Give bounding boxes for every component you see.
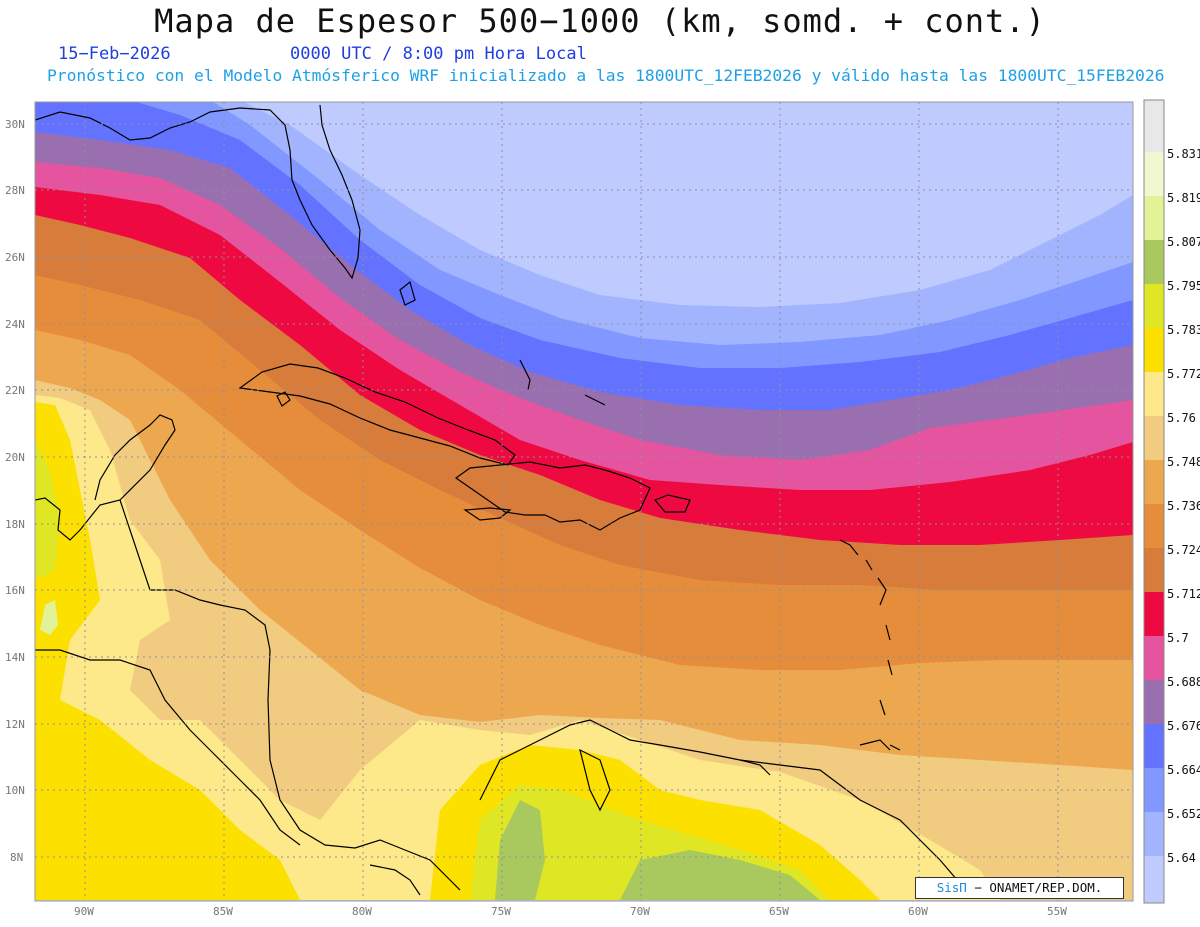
lon-label: 60W — [908, 905, 928, 918]
colorbar-label: 5.736 — [1167, 499, 1200, 513]
forecast-description: Pronóstico con el Modelo Atmósferico WRF… — [47, 66, 1165, 85]
colorbar-label: 5.748 — [1167, 455, 1200, 469]
colorbar-swatch — [1144, 592, 1164, 636]
valid-time: 0000 UTC / 8:00 pm Hora Local — [290, 44, 587, 64]
colorbar: 5.64 5.652 5.664 5.676 5.688 5.7 5.712 5… — [1143, 99, 1200, 904]
band-5-807-b — [620, 850, 820, 900]
colorbar-frame — [1143, 99, 1165, 904]
colorbar-swatch — [1144, 812, 1164, 856]
lat-label: 28N — [5, 184, 25, 197]
valid-date: 15−Feb−2026 — [58, 44, 171, 64]
band-5-819 — [40, 600, 58, 635]
colorbar-label: 5.664 — [1167, 763, 1200, 777]
lat-label: 8N — [10, 851, 23, 864]
colorbar-swatch — [1144, 416, 1164, 460]
colorbar-swatch — [1144, 372, 1164, 416]
credit-brand: SisΠ — [936, 880, 967, 895]
colorbar-swatch — [1144, 100, 1164, 152]
lon-label: 80W — [352, 905, 372, 918]
credit-text: − ONAMET/REP.DOM. — [974, 880, 1103, 895]
lon-label: 90W — [74, 905, 94, 918]
colorbar-swatch — [1144, 504, 1164, 548]
colorbar-label: 5.652 — [1167, 807, 1200, 821]
colorbar-label: 5.724 — [1167, 543, 1200, 557]
lat-label: 16N — [5, 584, 25, 597]
colorbar-swatch — [1144, 152, 1164, 196]
colorbar-swatch — [1144, 460, 1164, 504]
lat-label: 20N — [5, 451, 25, 464]
colorbar-swatch — [1144, 284, 1164, 328]
lon-label: 70W — [630, 905, 650, 918]
latitude-labels: 30N 28N 26N 24N 22N 20N 18N 16N 14N 12N … — [5, 118, 25, 864]
colorbar-label: 5.712 — [1167, 587, 1200, 601]
colorbar-swatch — [1144, 636, 1164, 680]
colorbar-swatch — [1144, 768, 1164, 812]
lat-label: 26N — [5, 251, 25, 264]
lat-lon-grid — [35, 102, 1133, 901]
colorbar-label: 5.783 — [1167, 323, 1200, 337]
lat-label: 18N — [5, 518, 25, 531]
longitude-labels: 90W 85W 80W 75W 70W 65W 60W 55W — [74, 905, 1067, 918]
lat-label: 10N — [5, 784, 25, 797]
lon-label: 85W — [213, 905, 233, 918]
lon-label: 75W — [491, 905, 511, 918]
band-5-807 — [495, 800, 545, 900]
colorbar-swatch — [1144, 856, 1164, 903]
map-frame — [34, 101, 1134, 902]
colorbar-label: 5.64 — [1167, 851, 1196, 865]
colorbar-swatch — [1144, 680, 1164, 724]
coastlines — [35, 104, 971, 896]
colorbar-swatch — [1144, 328, 1164, 372]
lat-label: 24N — [5, 318, 25, 331]
lon-label: 65W — [769, 905, 789, 918]
band-5-760 — [35, 380, 1133, 900]
colorbar-swatch — [1144, 196, 1164, 240]
colorbar-label: 5.807 — [1167, 235, 1200, 249]
lat-label: 12N — [5, 718, 25, 731]
colorbar-swatch — [1144, 724, 1164, 768]
band-5-795 — [35, 440, 60, 580]
colorbar-label: 5.795 — [1167, 279, 1200, 293]
map-fields — [35, 102, 1133, 901]
colorbar-label: 5.688 — [1167, 675, 1200, 689]
lat-label: 14N — [5, 651, 25, 664]
colorbar-swatch — [1144, 240, 1164, 284]
band-5-783 — [35, 402, 300, 900]
colorbar-swatch — [1144, 548, 1164, 592]
colorbar-label: 5.76 — [1167, 411, 1196, 425]
colorbar-label: 5.819 — [1167, 191, 1200, 205]
lon-label: 55W — [1047, 905, 1067, 918]
colorbar-label: 5.7 — [1167, 631, 1189, 645]
colorbar-label: 5.772 — [1167, 367, 1200, 381]
map-title: Mapa de Espesor 500−1000 (km, somd. + co… — [154, 2, 1046, 40]
lat-label: 22N — [5, 384, 25, 397]
band-5-772 — [35, 395, 1000, 900]
colorbar-label: 5.831 — [1167, 147, 1200, 161]
credit-box: SisΠ − ONAMET/REP.DOM. — [915, 877, 1124, 899]
lat-label: 30N — [5, 118, 25, 131]
colorbar-label: 5.676 — [1167, 719, 1200, 733]
